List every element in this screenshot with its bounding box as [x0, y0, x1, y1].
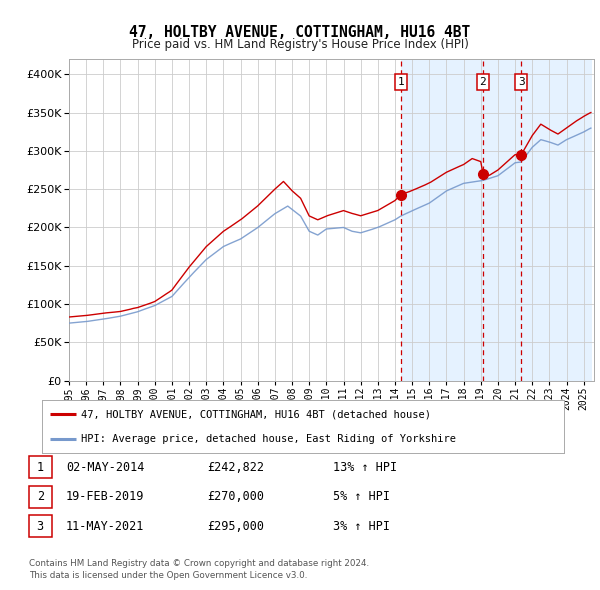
Text: 2: 2 — [37, 490, 44, 503]
Text: 47, HOLTBY AVENUE, COTTINGHAM, HU16 4BT: 47, HOLTBY AVENUE, COTTINGHAM, HU16 4BT — [130, 25, 470, 40]
Text: 11-MAY-2021: 11-MAY-2021 — [66, 520, 145, 533]
Text: 3% ↑ HPI: 3% ↑ HPI — [333, 520, 390, 533]
Text: 47, HOLTBY AVENUE, COTTINGHAM, HU16 4BT (detached house): 47, HOLTBY AVENUE, COTTINGHAM, HU16 4BT … — [81, 409, 431, 419]
Text: 1: 1 — [397, 77, 404, 87]
Text: Price paid vs. HM Land Registry's House Price Index (HPI): Price paid vs. HM Land Registry's House … — [131, 38, 469, 51]
Text: 19-FEB-2019: 19-FEB-2019 — [66, 490, 145, 503]
Text: This data is licensed under the Open Government Licence v3.0.: This data is licensed under the Open Gov… — [29, 571, 307, 580]
Text: 13% ↑ HPI: 13% ↑ HPI — [333, 461, 397, 474]
Text: £270,000: £270,000 — [207, 490, 264, 503]
Text: 1: 1 — [37, 461, 44, 474]
Text: 2: 2 — [479, 77, 487, 87]
Text: Contains HM Land Registry data © Crown copyright and database right 2024.: Contains HM Land Registry data © Crown c… — [29, 559, 369, 568]
Text: 3: 3 — [37, 520, 44, 533]
Text: 5% ↑ HPI: 5% ↑ HPI — [333, 490, 390, 503]
Text: HPI: Average price, detached house, East Riding of Yorkshire: HPI: Average price, detached house, East… — [81, 434, 456, 444]
Text: £242,822: £242,822 — [207, 461, 264, 474]
Text: 02-MAY-2014: 02-MAY-2014 — [66, 461, 145, 474]
Text: £295,000: £295,000 — [207, 520, 264, 533]
Bar — [401, 59, 592, 381]
Text: 3: 3 — [518, 77, 524, 87]
